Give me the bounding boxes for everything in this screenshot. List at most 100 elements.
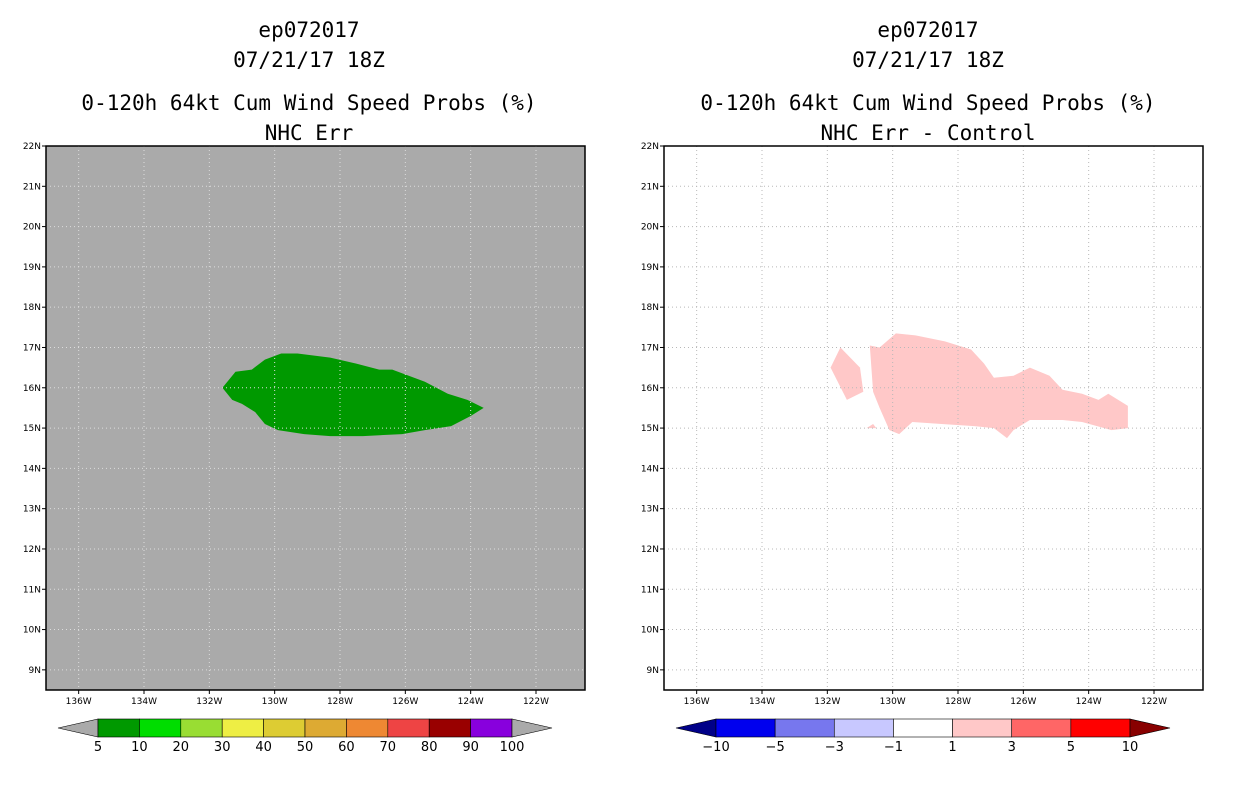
colorbar-swatch [715, 718, 776, 738]
x-tick-label: 134W [749, 697, 775, 707]
colorbar-label: 3 [1008, 740, 1016, 755]
y-tick-label: 20N [23, 223, 41, 233]
y-tick-label: 11N [23, 585, 41, 595]
contour-region-1-3 [869, 333, 1128, 439]
colorbar-label: 5 [1067, 740, 1075, 755]
colorbar-label: 80 [421, 740, 438, 755]
panel-title-line-3: 0-120h 64kt Cum Wind Speed Probs (%) [700, 91, 1155, 115]
y-tick-label: 19N [641, 263, 659, 273]
colorbar-swatch [180, 718, 223, 738]
colorbar-swatch [97, 718, 140, 738]
y-tick-label: 22N [641, 142, 659, 152]
panel-title-line-4: NHC Err - Control [821, 121, 1036, 145]
y-tick-label: 14N [641, 464, 659, 474]
y-tick-label: 20N [641, 223, 659, 233]
colorbar-label: 1 [948, 740, 956, 755]
colorbar-swatch [346, 718, 389, 738]
colorbar-swatch [428, 718, 471, 738]
y-tick-label: 10N [641, 626, 659, 636]
y-tick-label: 9N [647, 666, 659, 676]
colorbar-label: 10 [131, 740, 148, 755]
y-tick-label: 13N [641, 505, 659, 515]
x-tick-label: 130W [262, 697, 288, 707]
colorbar-swatch [221, 718, 264, 738]
contour-region-1-3 [830, 347, 864, 400]
panel-title-line-1: ep072017 [877, 18, 978, 42]
x-tick-label: 136W [684, 697, 710, 707]
colorbar-swatch [1011, 718, 1072, 738]
map-panel-1: ep072017 07/21/17 18Z 0-120h 64kt Cum Wind… [23, 18, 586, 755]
panel-title-line-4: NHC Err [265, 121, 354, 145]
panel-title-line-3: 0-120h 64kt Cum Wind Speed Probs (%) [81, 91, 536, 115]
colorbar-swatch [833, 718, 894, 738]
map-panel-2: ep072017 07/21/17 18Z 0-120h 64kt Cum Wind… [641, 18, 1204, 755]
colorbar-label: 20 [173, 740, 190, 755]
colorbar-swatch [774, 718, 835, 738]
x-tick-label: 136W [66, 697, 92, 707]
colorbar-swatch [387, 718, 430, 738]
colorbar-label: 5 [94, 740, 102, 755]
colorbar-label: −3 [825, 740, 844, 755]
y-tick-label: 10N [23, 626, 41, 636]
colorbar: −10 −5 −3 −1 1 3 5 10 [675, 718, 1171, 755]
y-tick-label: 21N [23, 182, 41, 192]
colorbar-high-end [1129, 718, 1171, 738]
x-tick-label: 126W [392, 697, 418, 707]
colorbar: 5 10 20 30 40 50 60 70 80 90 100 [57, 718, 553, 755]
y-tick-label: 18N [641, 303, 659, 313]
colorbar-label: 90 [462, 740, 479, 755]
y-tick-label: 14N [23, 464, 41, 474]
y-tick-label: 18N [23, 303, 41, 313]
panel-title-line-2: 07/21/17 18Z [852, 48, 1004, 72]
colorbar-swatch [1070, 718, 1131, 738]
colorbar-high-end [511, 718, 553, 738]
y-tick-label: 16N [641, 384, 659, 394]
colorbar-label: −10 [702, 740, 729, 755]
colorbar-label: 60 [338, 740, 355, 755]
x-tick-label: 132W [196, 697, 222, 707]
y-tick-label: 21N [641, 182, 659, 192]
x-tick-label: 134W [131, 697, 157, 707]
plot-frame [663, 145, 1204, 691]
x-tick-label: 128W [327, 697, 353, 707]
x-tick-label: 128W [945, 697, 971, 707]
colorbar-label: 10 [1122, 740, 1139, 755]
contour-region-1-3 [866, 424, 877, 429]
x-tick-label: 126W [1010, 697, 1036, 707]
x-tick-label: 124W [1076, 697, 1102, 707]
colorbar-swatch [304, 718, 347, 738]
y-tick-label: 15N [23, 424, 41, 434]
colorbar-label: 100 [500, 740, 525, 755]
x-tick-label: 132W [814, 697, 840, 707]
contour-region-5-10 [222, 353, 484, 437]
y-tick-label: 17N [641, 343, 659, 353]
colorbar-swatch [263, 718, 306, 738]
y-tick-label: 19N [23, 263, 41, 273]
y-tick-label: 11N [641, 585, 659, 595]
y-tick-label: 17N [23, 343, 41, 353]
panel-title-line-2: 07/21/17 18Z [233, 48, 385, 72]
y-tick-label: 9N [29, 666, 41, 676]
y-tick-label: 22N [23, 142, 41, 152]
colorbar-swatch [139, 718, 182, 738]
x-tick-label: 124W [458, 697, 484, 707]
colorbar-label: 30 [214, 740, 231, 755]
colorbar-label: 70 [380, 740, 397, 755]
y-tick-label: 12N [23, 545, 41, 555]
colorbar-label: 40 [255, 740, 272, 755]
colorbar-swatch [952, 718, 1013, 738]
colorbar-label: 50 [297, 740, 314, 755]
colorbar-low-end [57, 718, 99, 738]
colorbar-label: −1 [884, 740, 903, 755]
colorbar-low-end [675, 718, 717, 738]
panel-title-line-1: ep072017 [258, 18, 359, 42]
colorbar-swatch [470, 718, 513, 738]
y-tick-label: 12N [641, 545, 659, 555]
colorbar-label: −5 [766, 740, 785, 755]
x-tick-label: 130W [880, 697, 906, 707]
y-tick-label: 13N [23, 505, 41, 515]
colorbar-swatch [893, 718, 953, 738]
plot-frame [45, 145, 586, 691]
x-tick-label: 122W [523, 697, 549, 707]
